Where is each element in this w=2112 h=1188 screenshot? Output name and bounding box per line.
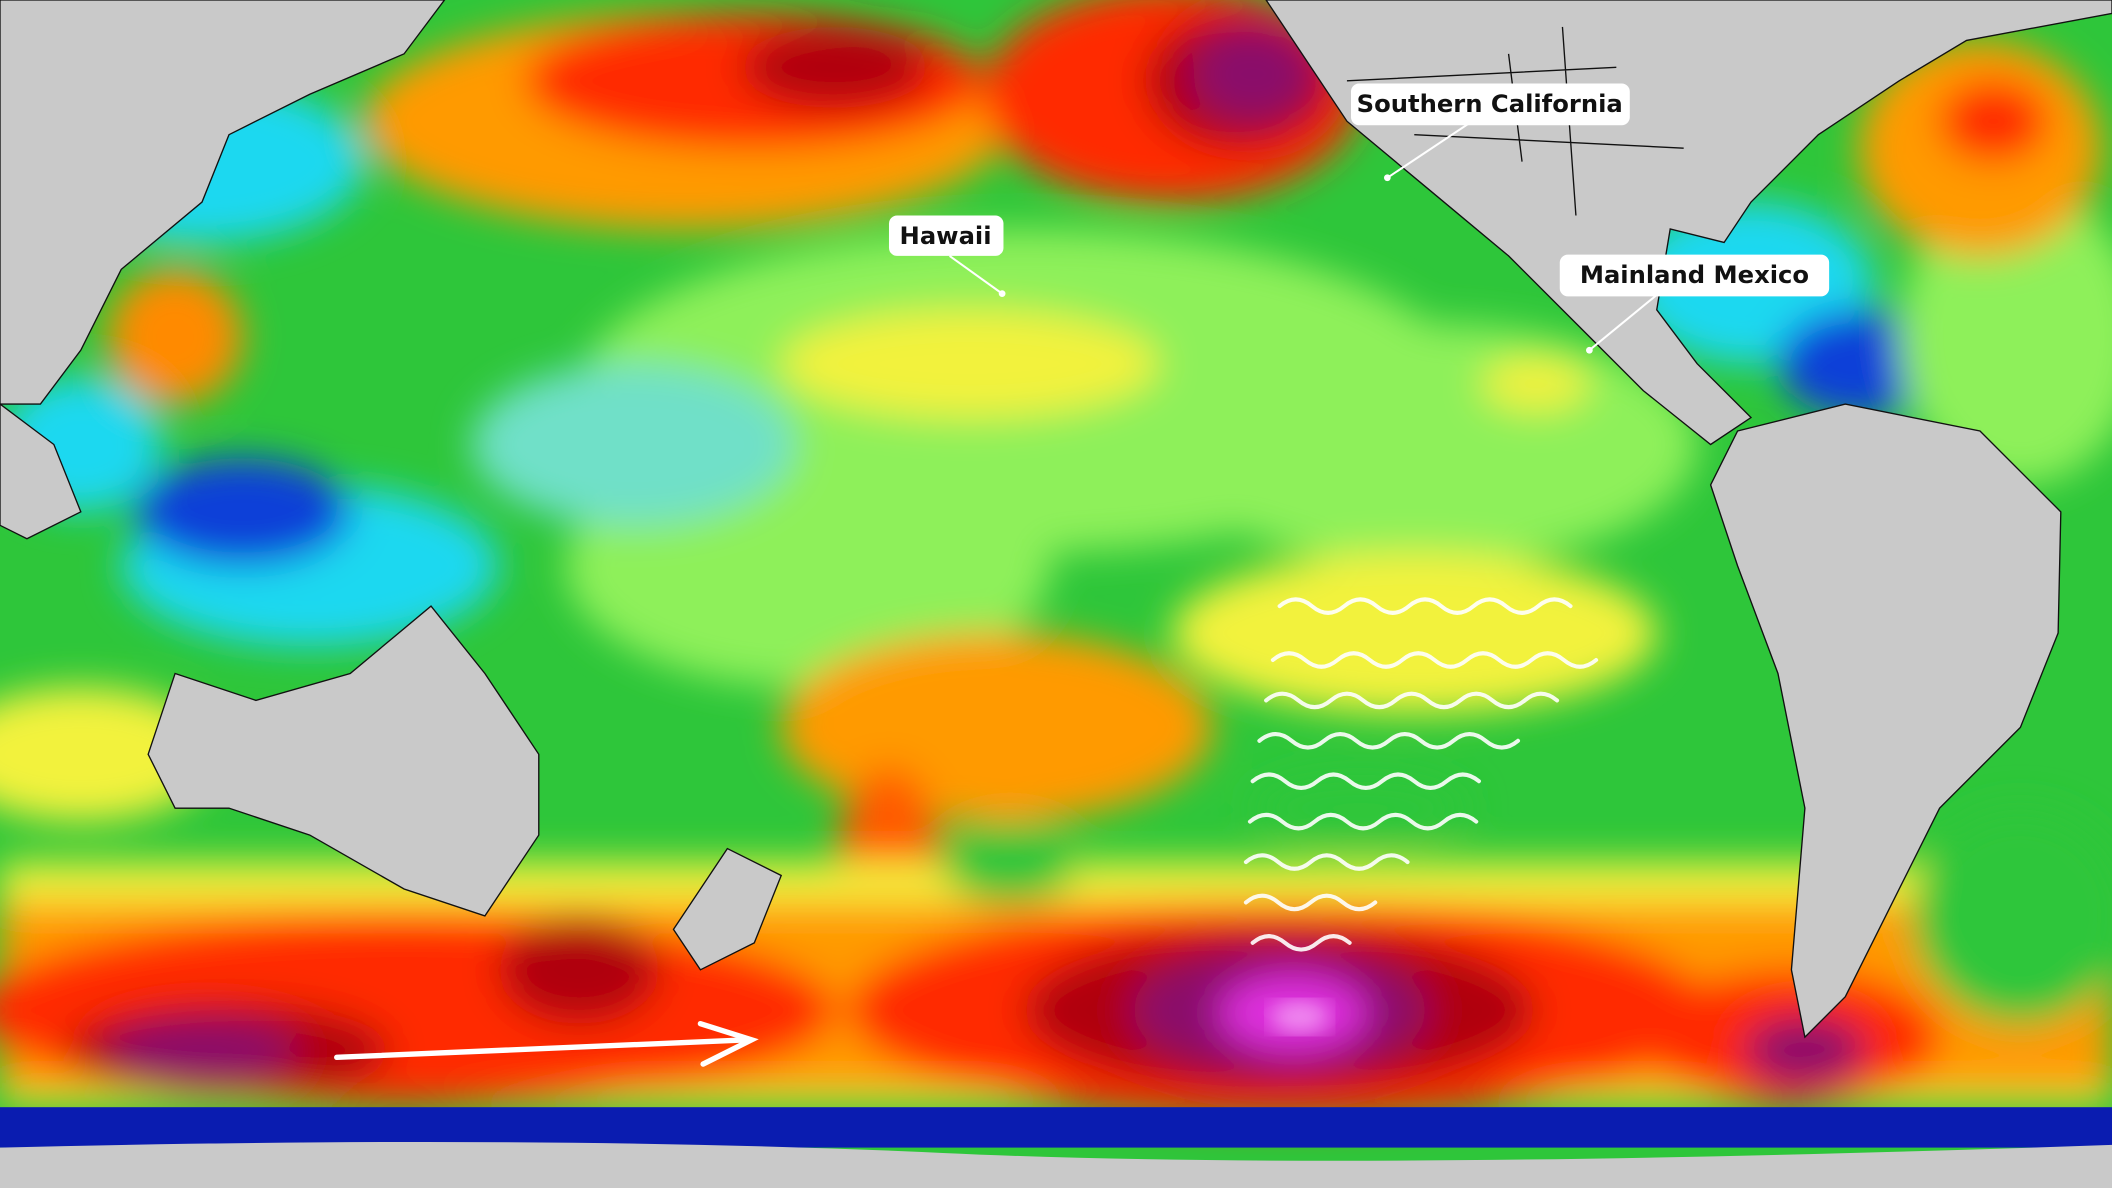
- swell-lines: [1243, 597, 1599, 952]
- map-region: [740, 26, 930, 108]
- map-shape: [1264, 691, 1560, 710]
- swell-arrow: [334, 1020, 759, 1067]
- map-region: [1252, 774, 1469, 842]
- map-region: [781, 633, 1213, 822]
- map-region: [134, 457, 351, 566]
- map-region: [471, 363, 795, 526]
- label-box: [1559, 254, 1830, 297]
- label-box: [888, 215, 1004, 256]
- map-region: [1744, 1016, 1866, 1085]
- place-label: Hawaii: [900, 221, 992, 250]
- leader-line: [1386, 123, 1469, 179]
- map-region: [107, 1020, 297, 1081]
- leader-line: [949, 255, 1003, 295]
- map-region: [107, 269, 243, 405]
- map-region: [1171, 552, 1657, 714]
- map-region: [1899, 188, 2112, 485]
- map-shape: [697, 1020, 759, 1067]
- place-label: Southern California: [1357, 89, 1623, 118]
- map-shape: [1270, 651, 1599, 669]
- map-shape: [1243, 853, 1410, 871]
- map-region: [942, 821, 1078, 903]
- map-region: [0, 0, 2112, 1118]
- map-shape: [334, 1037, 751, 1061]
- map-shape: [1250, 934, 1352, 952]
- leader-line: [1588, 294, 1658, 351]
- map-region: [0, 1107, 2112, 1148]
- map-shape: [1277, 597, 1573, 615]
- map-region: [1192, 26, 1314, 122]
- map-region: [781, 309, 1159, 418]
- map-shape: [0, 0, 446, 405]
- map-shape: [0, 1141, 2112, 1188]
- map-shape: [1709, 403, 2062, 1039]
- map-region: [1912, 808, 2112, 1024]
- map-region: [498, 915, 660, 1024]
- leader-dot: [1586, 346, 1593, 354]
- map-shape: [1247, 812, 1479, 831]
- map-shape: [1243, 893, 1378, 912]
- map-shape: [1250, 772, 1481, 790]
- place-label: Mainland Mexico: [1580, 260, 1809, 289]
- map-shape: [1257, 732, 1521, 750]
- callouts: Southern California Hawaii Mainland Mexi…: [888, 83, 1830, 354]
- leader-dot: [1383, 174, 1391, 182]
- map-shape: [147, 605, 540, 917]
- map-region: [1939, 80, 2048, 162]
- map-shape: [672, 847, 783, 971]
- leader-dot: [998, 290, 1006, 297]
- map-region: [1481, 356, 1590, 411]
- label-box: [1350, 83, 1630, 126]
- map-shape: [0, 403, 82, 540]
- map-region: [1270, 1000, 1330, 1034]
